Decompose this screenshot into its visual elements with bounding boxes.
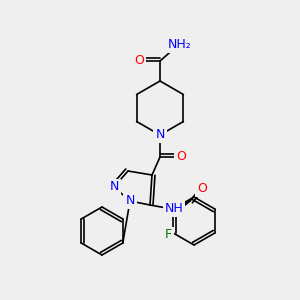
Text: NH: NH bbox=[165, 202, 183, 215]
Text: N: N bbox=[109, 181, 119, 194]
Text: O: O bbox=[197, 182, 207, 196]
Text: NH₂: NH₂ bbox=[168, 38, 192, 52]
Text: N: N bbox=[125, 194, 135, 208]
Text: F: F bbox=[165, 229, 172, 242]
Text: O: O bbox=[134, 55, 144, 68]
Text: N: N bbox=[155, 128, 165, 142]
Text: O: O bbox=[176, 151, 186, 164]
